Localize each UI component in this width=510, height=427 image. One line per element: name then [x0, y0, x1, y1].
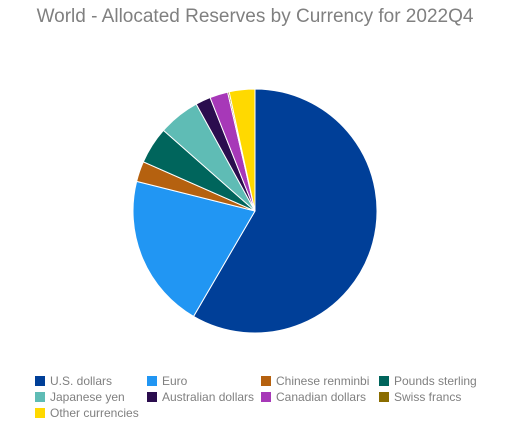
legend-label: Australian dollars: [162, 390, 255, 404]
legend-swatch: [35, 392, 45, 402]
legend-item-other-currencies[interactable]: Other currencies: [35, 405, 139, 421]
legend-item-u-s-dollars[interactable]: U.S. dollars: [35, 373, 112, 389]
legend-label: Canadian dollars: [276, 390, 367, 404]
legend-swatch: [261, 392, 271, 402]
legend-swatch: [147, 392, 157, 402]
legend-label: Chinese renminbi: [276, 374, 370, 388]
legend-item-canadian-dollars[interactable]: Canadian dollars: [261, 389, 366, 405]
pie-slice-euro[interactable]: [132, 180, 256, 318]
legend-swatch: [261, 376, 271, 386]
legend-label: Pounds sterling: [394, 374, 477, 388]
legend-label: Japanese yen: [50, 390, 125, 404]
legend-swatch: [35, 376, 45, 386]
legend-label: U.S. dollars: [50, 374, 113, 388]
legend-label: Euro: [162, 374, 188, 388]
legend-item-euro[interactable]: Euro: [147, 373, 187, 389]
legend-swatch: [379, 392, 389, 402]
pie-slice-other-currencies[interactable]: [228, 88, 256, 212]
legend-item-australian-dollars[interactable]: Australian dollars: [147, 389, 254, 405]
legend-label: Other currencies: [50, 406, 139, 420]
legend-item-swiss-francs[interactable]: Swiss francs: [379, 389, 461, 405]
chart-title: World - Allocated Reserves by Currency f…: [36, 6, 474, 27]
legend-label: Swiss francs: [394, 390, 462, 404]
legend-item-chinese-renminbi[interactable]: Chinese renminbi: [261, 373, 369, 389]
pie-slice-u-s-dollars[interactable]: [192, 88, 378, 334]
legend-swatch: [35, 408, 45, 418]
legend-item-pounds-sterling[interactable]: Pounds sterling: [379, 373, 477, 389]
legend-swatch: [379, 376, 389, 386]
legend-swatch: [147, 376, 157, 386]
legend-item-japanese-yen[interactable]: Japanese yen: [35, 389, 125, 405]
